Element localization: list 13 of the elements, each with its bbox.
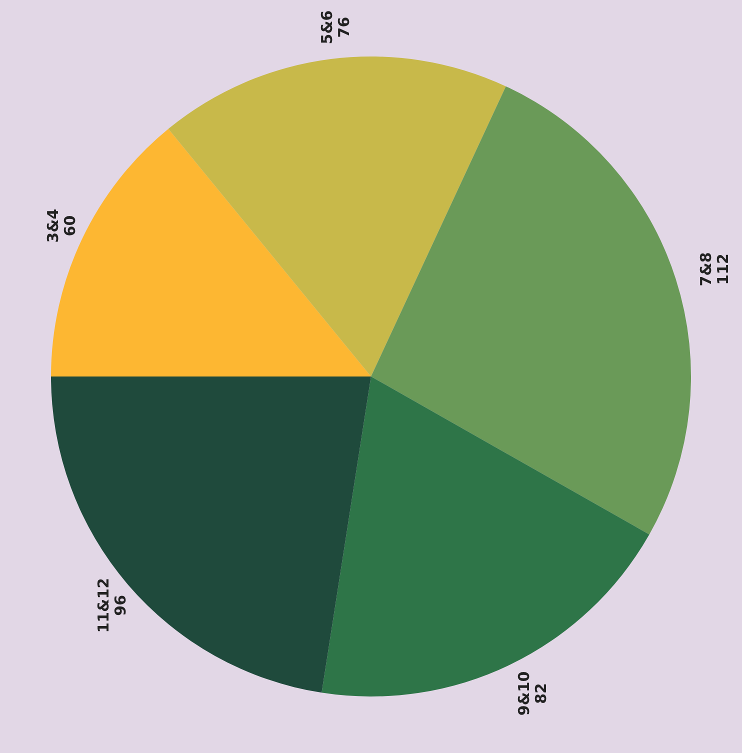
slice-label: 5&6: [318, 10, 336, 44]
slice-label: 9&10: [515, 671, 534, 716]
slice-label: 3&4: [44, 208, 62, 243]
data-label: 82: [532, 683, 550, 704]
pie-slice: [168, 57, 506, 376]
pie-slice: [51, 376, 371, 693]
data-label: 76: [334, 16, 353, 38]
slice-label: 7&8: [697, 252, 716, 286]
pie-slice: [371, 86, 691, 534]
data-label: 96: [112, 594, 130, 616]
slice-label: 11&12: [94, 578, 113, 633]
data-label: 112: [714, 254, 732, 285]
data-label: 60: [60, 215, 79, 236]
